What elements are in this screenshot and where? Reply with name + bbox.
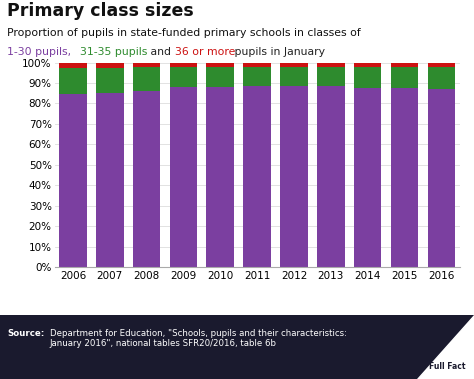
Bar [243, 67, 271, 86]
Bar [59, 94, 87, 267]
Bar [391, 63, 419, 67]
Text: Department for Education, "Schools, pupils and their characteristics:
January 20: Department for Education, "Schools, pupi… [50, 329, 347, 348]
Bar [428, 63, 455, 67]
Bar [59, 69, 87, 94]
Bar [96, 94, 124, 267]
Bar [207, 87, 234, 267]
Text: 31-35 pupils: 31-35 pupils [80, 47, 147, 57]
Bar [59, 63, 87, 69]
Bar [280, 67, 308, 86]
Bar [96, 63, 124, 69]
Bar [391, 88, 419, 267]
Text: and: and [147, 47, 174, 57]
Bar [317, 86, 345, 267]
Bar [243, 63, 271, 67]
Polygon shape [417, 315, 474, 379]
Text: pupils in January: pupils in January [231, 47, 325, 57]
Text: 36 or more: 36 or more [175, 47, 235, 57]
Bar [207, 63, 234, 67]
Text: Primary class sizes: Primary class sizes [7, 2, 194, 20]
Bar [317, 63, 345, 67]
Bar [428, 89, 455, 267]
Text: Proportion of pupils in state-funded primary schools in classes of: Proportion of pupils in state-funded pri… [7, 28, 361, 38]
Bar [170, 63, 197, 67]
Bar [133, 63, 160, 67]
Bar [280, 86, 308, 267]
Bar [170, 67, 197, 87]
Bar [96, 69, 124, 94]
Text: Full Fact: Full Fact [429, 362, 465, 371]
Bar [207, 67, 234, 87]
Bar [354, 67, 382, 88]
Bar [354, 63, 382, 67]
Bar [133, 91, 160, 267]
Bar [391, 67, 419, 88]
Bar [280, 63, 308, 67]
Text: 1-30 pupils,: 1-30 pupils, [7, 47, 75, 57]
Bar [428, 67, 455, 89]
Bar [133, 67, 160, 91]
Bar [170, 87, 197, 267]
Bar [317, 67, 345, 86]
Text: Source:: Source: [7, 329, 45, 338]
Bar [354, 88, 382, 267]
Bar [243, 86, 271, 267]
